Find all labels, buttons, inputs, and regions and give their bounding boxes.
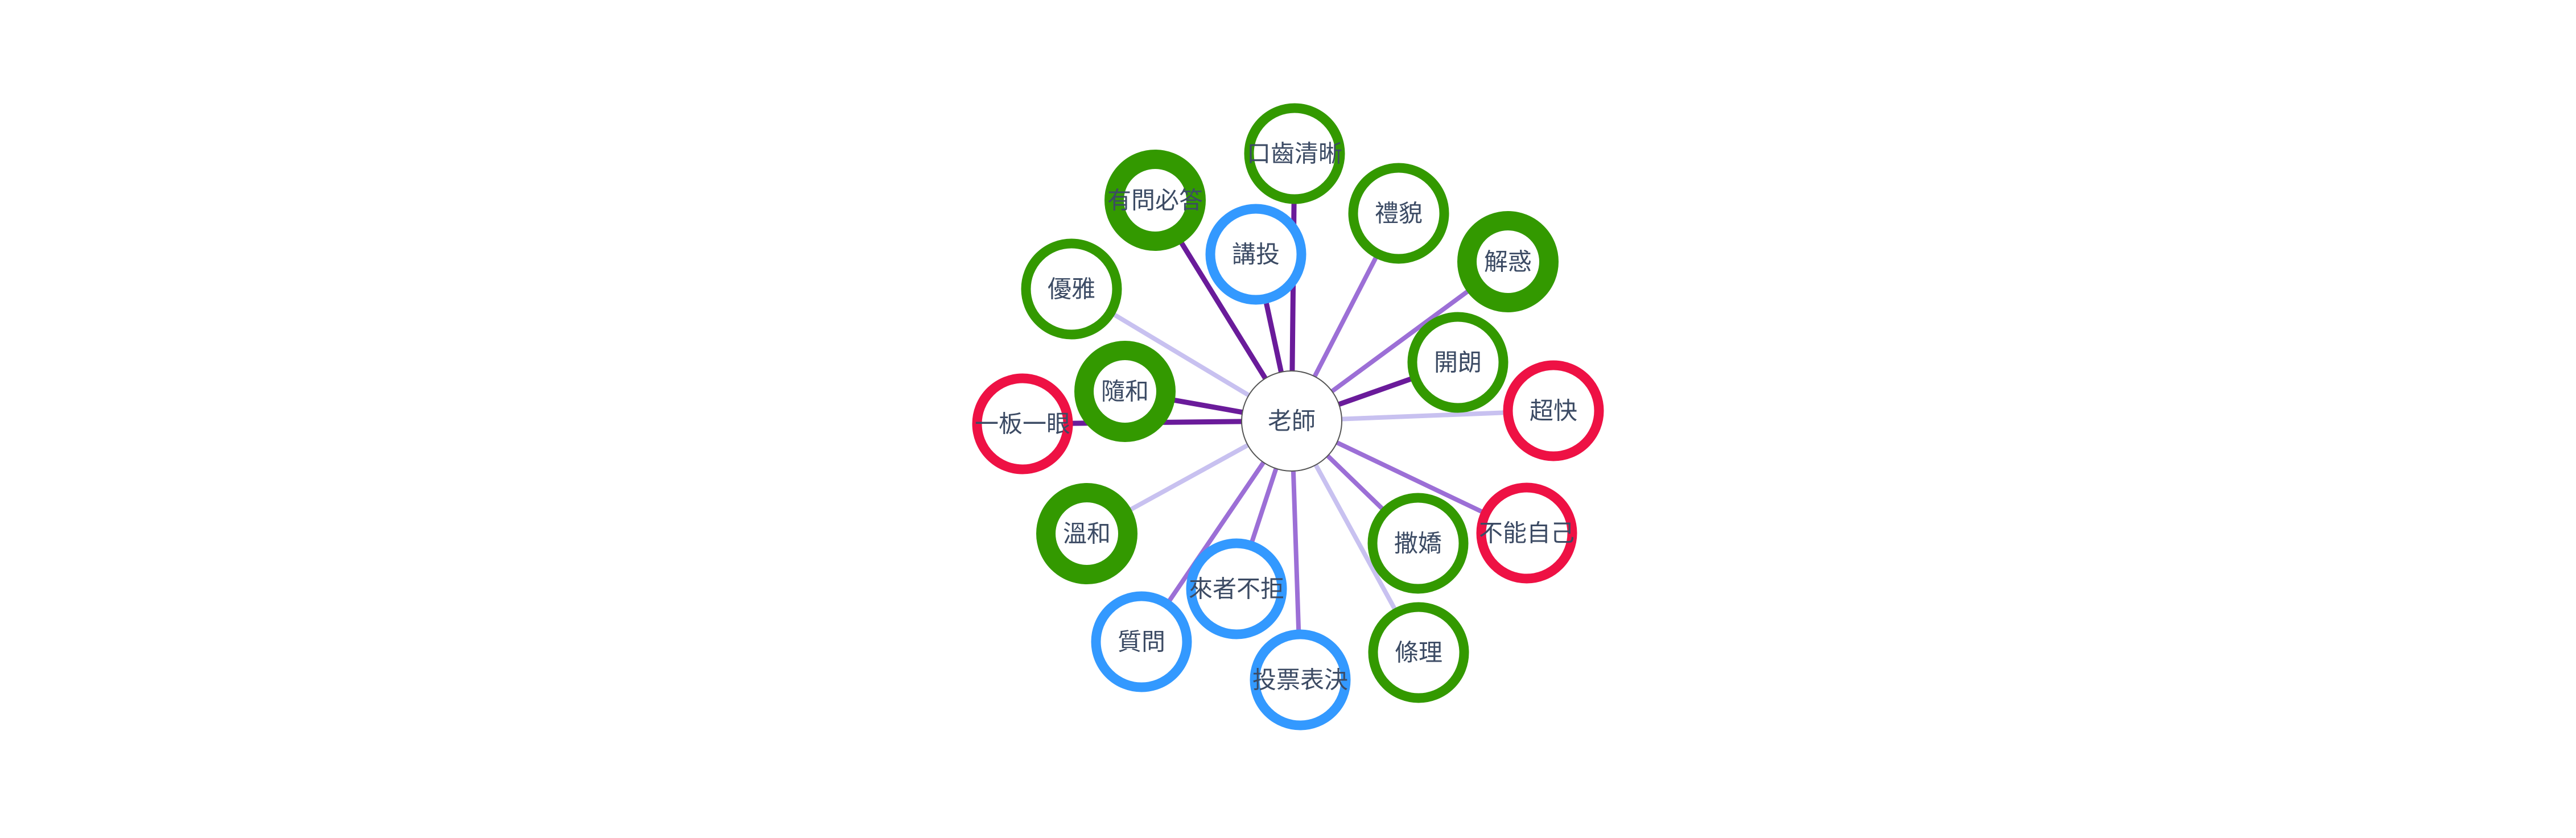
node-super-fast-label: 超快 (1530, 398, 1577, 424)
node-act-cute-label: 撒嬌 (1394, 530, 1442, 557)
node-lecture[interactable]: 講投 (1205, 204, 1306, 305)
node-elegant-circle (1021, 238, 1122, 340)
node-elegant-label: 優雅 (1048, 276, 1095, 303)
node-easygoing[interactable]: 隨和 (1074, 341, 1176, 442)
node-easygoing-label: 隨和 (1101, 378, 1149, 405)
node-clear-speech[interactable]: 口齒清晰 (1244, 103, 1345, 204)
node-question[interactable]: 質問 (1091, 591, 1192, 692)
node-welcome-all[interactable]: 來者不拒 (1186, 538, 1287, 639)
node-gentle-label: 溫和 (1063, 521, 1111, 547)
node-orderly-label: 條理 (1395, 639, 1442, 666)
node-solve-doubts-label: 解惑 (1484, 249, 1532, 275)
node-answer-all-circle (1104, 150, 1206, 251)
node-rigid-circle (972, 373, 1073, 474)
node-vote-label: 投票表決 (1252, 667, 1348, 693)
node-elegant[interactable]: 優雅 (1021, 238, 1122, 340)
node-rigid[interactable]: 一板一眼 (972, 373, 1073, 474)
node-cheerful[interactable]: 開朗 (1407, 312, 1508, 413)
node-answer-all[interactable]: 有問必答 (1104, 150, 1206, 251)
node-solve-doubts[interactable]: 解惑 (1457, 211, 1559, 312)
center-node-circle (1241, 370, 1342, 472)
node-cannot-help[interactable]: 不能自己 (1476, 482, 1577, 584)
node-cannot-help-label: 不能自己 (1479, 520, 1575, 547)
node-question-label: 質問 (1118, 629, 1165, 655)
node-clear-speech-circle (1244, 103, 1345, 204)
node-rigid-label: 一板一眼 (975, 411, 1070, 437)
node-clear-speech-label: 口齒清晰 (1247, 141, 1342, 167)
node-orderly[interactable]: 條理 (1368, 602, 1469, 703)
node-lecture-label: 講投 (1232, 241, 1280, 268)
node-super-fast[interactable]: 超快 (1503, 360, 1604, 461)
node-polite[interactable]: 禮貌 (1348, 163, 1449, 264)
node-super-fast-circle (1503, 360, 1604, 461)
center-node[interactable]: 老師 (1241, 370, 1342, 472)
node-vote[interactable]: 投票表決 (1250, 629, 1351, 730)
node-answer-all-label: 有問必答 (1107, 187, 1203, 214)
node-act-cute-circle (1367, 493, 1469, 594)
node-cheerful-circle (1407, 312, 1508, 413)
node-cannot-help-circle (1476, 482, 1577, 584)
node-question-circle (1091, 591, 1192, 692)
center-node-label: 老師 (1268, 408, 1316, 435)
node-cheerful-label: 開朗 (1434, 349, 1482, 376)
node-vote-circle (1250, 629, 1351, 730)
node-act-cute[interactable]: 撒嬌 (1367, 493, 1469, 594)
node-gentle[interactable]: 溫和 (1036, 483, 1137, 584)
node-orderly-circle (1368, 602, 1469, 703)
node-polite-circle (1348, 163, 1449, 264)
node-welcome-all-circle (1186, 538, 1287, 639)
node-easygoing-circle (1074, 341, 1176, 442)
node-welcome-all-label: 來者不拒 (1189, 576, 1284, 602)
node-solve-doubts-circle (1457, 211, 1559, 312)
node-lecture-circle (1205, 204, 1306, 305)
node-polite-label: 禮貌 (1375, 200, 1423, 227)
node-gentle-circle (1036, 483, 1137, 584)
